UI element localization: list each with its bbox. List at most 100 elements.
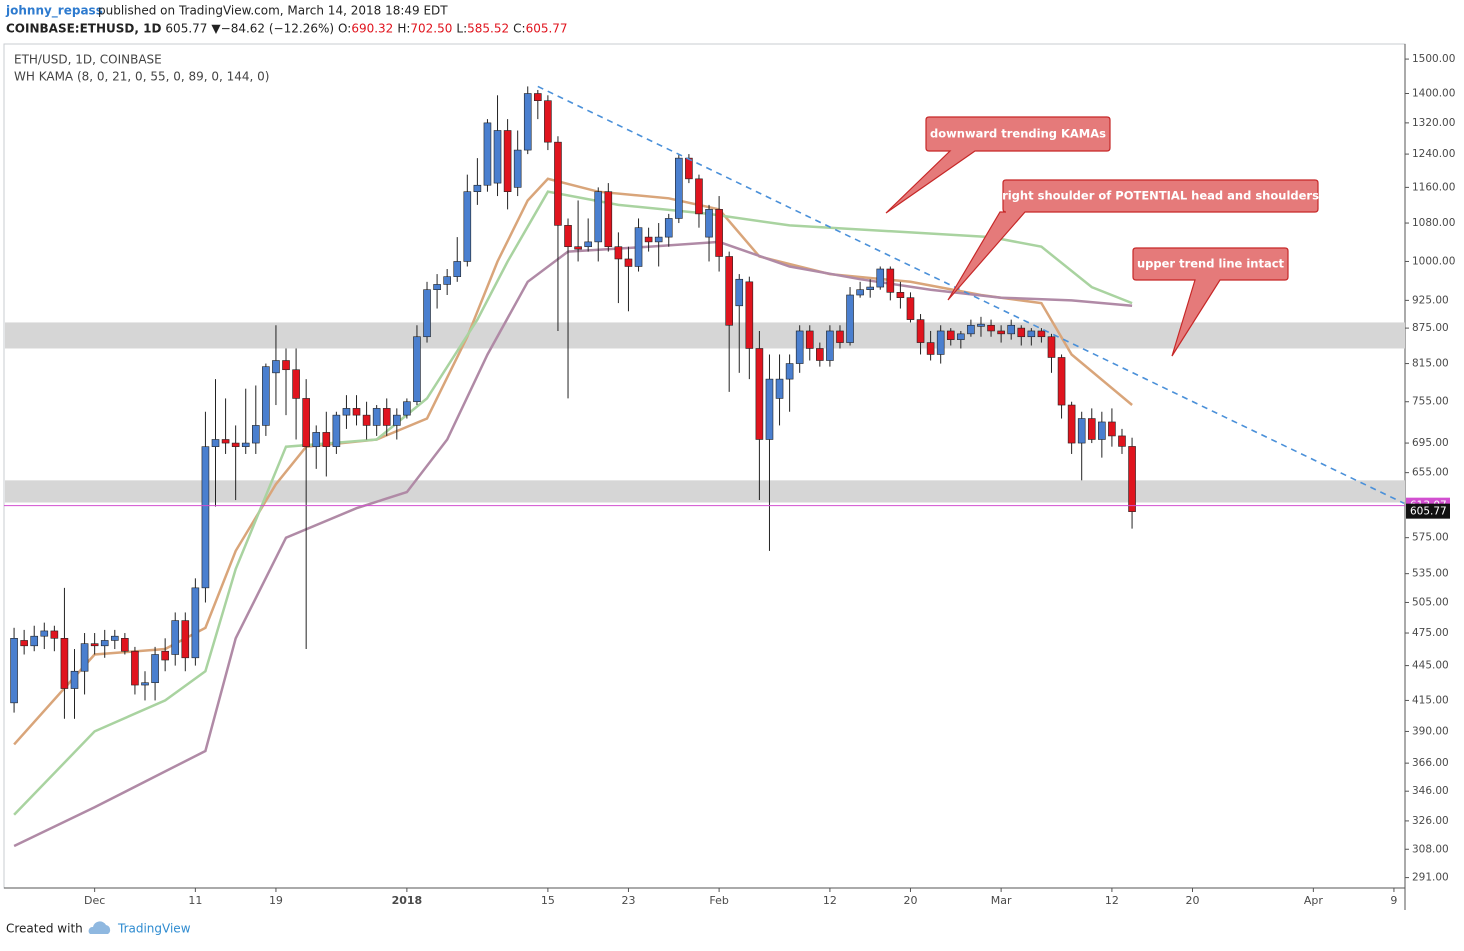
candle-body bbox=[1017, 327, 1026, 338]
kama-line bbox=[13, 240, 1133, 848]
candle-body bbox=[50, 630, 59, 639]
candle-body bbox=[916, 319, 925, 343]
candle-body bbox=[584, 241, 592, 248]
candle-body bbox=[70, 670, 79, 689]
indicator-title: WH KAMA (8, 0, 21, 0, 55, 0, 89, 0, 144,… bbox=[14, 70, 270, 84]
x-tick-label: 11 bbox=[188, 894, 202, 907]
candle-body bbox=[1057, 357, 1066, 406]
kama-line bbox=[13, 177, 1133, 746]
candle-body bbox=[342, 408, 351, 416]
candle-body bbox=[181, 620, 190, 659]
candle-body bbox=[826, 330, 834, 361]
candle-body bbox=[393, 414, 401, 426]
y-tick-label: 1240.00 bbox=[1412, 148, 1455, 160]
candle-body bbox=[957, 333, 965, 340]
candle-body bbox=[936, 330, 945, 355]
candle-body bbox=[403, 401, 411, 416]
candle-body bbox=[967, 324, 975, 335]
header-text: COINBASE:ETHUSD, 1D bbox=[6, 22, 161, 36]
y-tick-label: 1080.00 bbox=[1412, 217, 1455, 229]
candle-body bbox=[282, 360, 290, 371]
candle-body bbox=[685, 157, 693, 180]
last-price-tag bbox=[1406, 503, 1450, 519]
candle-body bbox=[201, 446, 210, 589]
x-tick-label: 20 bbox=[1185, 894, 1199, 907]
candle-body bbox=[775, 378, 784, 399]
candle-body bbox=[433, 284, 441, 290]
y-tick-label: 1320.00 bbox=[1412, 117, 1455, 129]
candle-body bbox=[876, 268, 885, 288]
candle-body bbox=[151, 654, 159, 684]
candle-body bbox=[554, 141, 562, 226]
x-tick-label: 19 bbox=[269, 894, 283, 907]
candle-body bbox=[755, 348, 764, 440]
y-tick-label: 575.00 bbox=[1412, 532, 1449, 544]
candle-body bbox=[735, 278, 744, 307]
candle-body bbox=[785, 363, 794, 380]
candle-body bbox=[332, 414, 341, 447]
candle-body bbox=[795, 330, 804, 364]
x-tick-label: 15 bbox=[541, 894, 555, 907]
x-tick-label: 20 bbox=[903, 894, 917, 907]
header-text: ▼−84.62 (−12.26%) bbox=[211, 22, 334, 36]
x-tick-label: 2018 bbox=[392, 894, 423, 907]
header-text: C: bbox=[513, 22, 525, 36]
candle-body bbox=[40, 630, 49, 637]
candle-body bbox=[654, 236, 663, 243]
y-tick-label: 535.00 bbox=[1412, 568, 1449, 580]
candle-body bbox=[312, 432, 321, 447]
user[interactable]: johnny_repass bbox=[5, 4, 103, 19]
candle-body bbox=[131, 650, 139, 686]
candle-body bbox=[302, 398, 310, 447]
candle-body bbox=[30, 635, 39, 647]
candle-body bbox=[513, 149, 522, 188]
candle-body bbox=[765, 378, 774, 440]
footer-brand[interactable]: TradingView bbox=[117, 922, 191, 936]
candle-body bbox=[604, 191, 613, 248]
candle-body bbox=[594, 191, 603, 243]
candle-body bbox=[272, 360, 280, 374]
candle-body bbox=[141, 682, 149, 686]
x-tick-label: 12 bbox=[823, 894, 837, 907]
candle-body bbox=[241, 442, 250, 447]
candle-body bbox=[473, 184, 482, 192]
candle-body bbox=[221, 439, 230, 444]
candle-body bbox=[1087, 418, 1096, 440]
zone bbox=[5, 322, 1405, 349]
callout-text: right shoulder of POTENTIAL head and sho… bbox=[1002, 189, 1319, 203]
candle-body bbox=[1037, 330, 1046, 338]
x-tick-label: Dec bbox=[84, 894, 105, 907]
candle-body bbox=[1007, 324, 1015, 335]
y-tick-label: 1400.00 bbox=[1412, 88, 1455, 100]
y-tick-label: 815.00 bbox=[1412, 358, 1449, 370]
candle-body bbox=[846, 294, 854, 343]
candle-body bbox=[1067, 404, 1076, 444]
candle-body bbox=[121, 638, 129, 652]
candle-body bbox=[110, 635, 119, 641]
candle-body bbox=[987, 324, 995, 332]
candle-body bbox=[161, 650, 169, 661]
y-tick-label: 415.00 bbox=[1412, 694, 1449, 706]
candle-body bbox=[624, 258, 633, 267]
candle-body bbox=[906, 297, 915, 320]
candle-body bbox=[322, 432, 331, 447]
x-tick-label: 9 bbox=[1390, 894, 1397, 907]
x-tick-label: Feb bbox=[709, 894, 728, 907]
candle-body bbox=[816, 348, 824, 361]
chart-title: ETH/USD, 1D, COINBASE bbox=[14, 53, 162, 67]
candle-body bbox=[372, 408, 381, 426]
header-text: L: bbox=[456, 22, 467, 36]
candle-body bbox=[483, 122, 492, 186]
candle-body bbox=[856, 289, 864, 296]
candle-body bbox=[836, 330, 844, 343]
y-tick-label: 1160.00 bbox=[1412, 181, 1455, 193]
y-tick-label: 390.00 bbox=[1412, 725, 1449, 737]
candle-body bbox=[211, 439, 220, 447]
callout bbox=[947, 179, 1319, 301]
candle-body bbox=[705, 209, 713, 238]
candle-body bbox=[715, 209, 723, 257]
candle-body bbox=[382, 408, 391, 426]
symbol-line: COINBASE:ETHUSD, 1D 605.77 ▼−84.62 (−12.26… bbox=[6, 22, 568, 36]
candle-body bbox=[1077, 418, 1086, 444]
